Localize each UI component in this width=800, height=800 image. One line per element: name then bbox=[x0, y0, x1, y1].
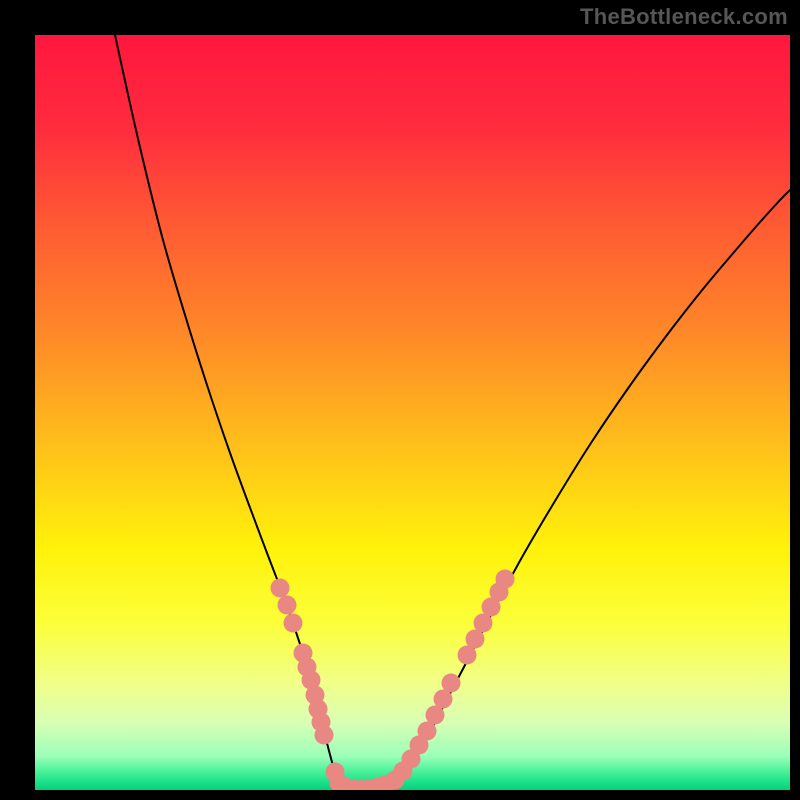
gradient-background bbox=[35, 35, 790, 790]
watermark-text: TheBottleneck.com bbox=[580, 4, 788, 30]
plot-svg bbox=[35, 35, 790, 790]
marker-left-lower bbox=[315, 726, 334, 745]
plot-area bbox=[35, 35, 790, 790]
marker-right-lower bbox=[442, 674, 461, 693]
figure-root: TheBottleneck.com bbox=[0, 0, 800, 800]
marker-left-upper bbox=[271, 579, 290, 598]
marker-left-upper bbox=[278, 596, 297, 615]
marker-left-upper bbox=[284, 614, 303, 633]
marker-right-upper bbox=[496, 570, 515, 589]
